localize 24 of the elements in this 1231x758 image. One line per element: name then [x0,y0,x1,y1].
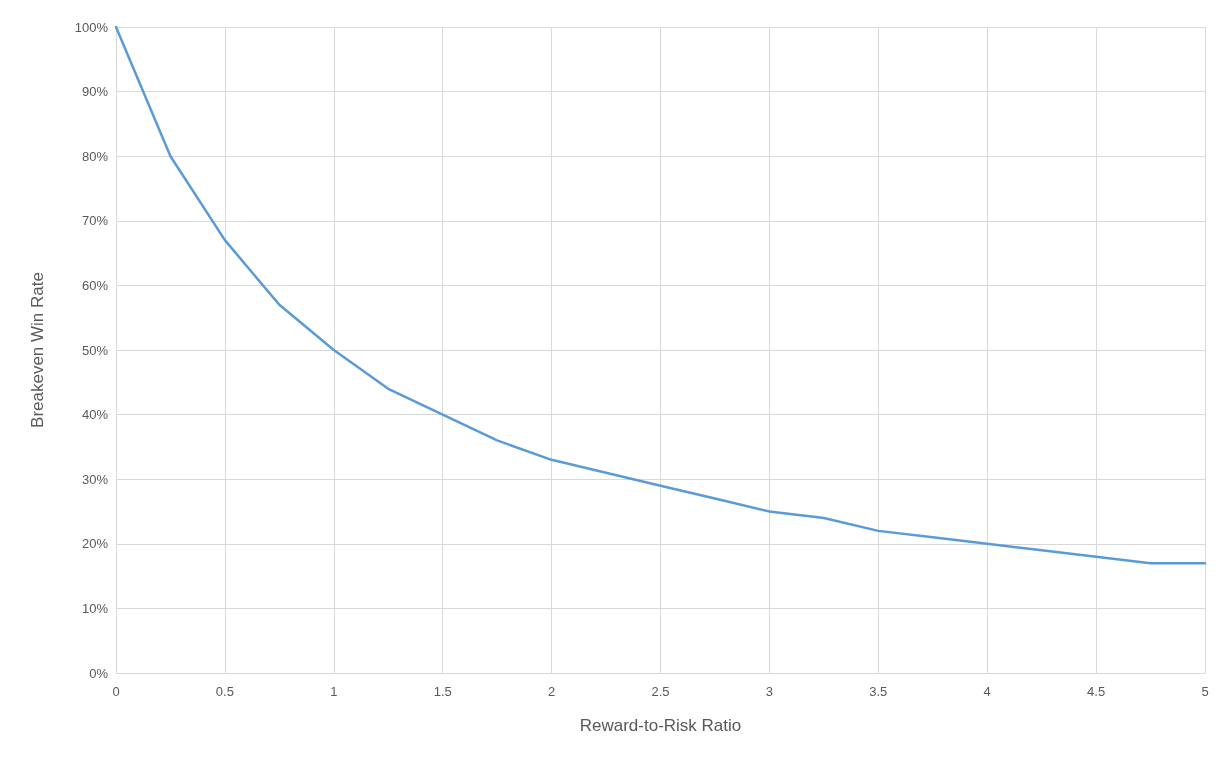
y-tick-label: 70% [81,213,109,229]
y-tick-label: 100% [74,19,109,35]
y-tick-label: 0% [89,665,109,681]
y-tick-label: 20% [81,536,109,552]
x-tick-label: 0.5 [215,684,234,699]
x-tick-label: 1 [330,684,338,699]
x-tick-label: 1.5 [433,684,452,699]
y-tick-label: 30% [81,471,109,487]
y-tick-label: 80% [81,148,109,164]
y-tick-label: 10% [81,600,109,616]
y-tick-label: 50% [81,342,109,358]
x-tick-label: 2.5 [651,684,670,699]
x-tick-label: 4.5 [1087,684,1106,699]
x-tick-label: 2 [547,684,556,699]
y-tick-label: 90% [81,84,109,100]
y-tick-label: 40% [81,407,109,423]
x-tick-label: 3 [765,684,774,699]
x-tick-label: 3.5 [869,684,888,699]
x-tick-label: 4 [983,684,991,699]
y-axis-title: Breakeven Win Rate [28,272,47,428]
y-tick-label: 60% [81,277,109,293]
x-tick-label: 0 [112,684,120,699]
x-tick-label: 5 [1201,684,1209,699]
x-axis-title: Reward-to-Risk Ratio [579,716,742,735]
